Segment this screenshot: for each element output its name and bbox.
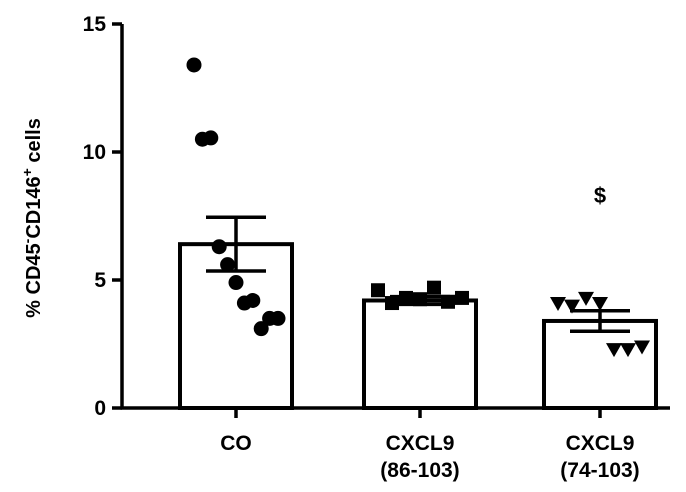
data-point <box>592 297 608 312</box>
data-point <box>634 340 650 355</box>
x-tick-label: CXCL9 <box>566 432 635 455</box>
bar <box>542 318 658 410</box>
data-point <box>270 310 286 326</box>
x-tick-label: (86-103) <box>380 459 459 482</box>
data-point <box>371 283 385 298</box>
data-point <box>441 294 455 309</box>
x-tick-label: (74-103) <box>560 459 639 482</box>
data-point <box>399 290 413 305</box>
data-points <box>186 57 650 358</box>
bars <box>178 242 658 411</box>
labels: CO CXCL9 (86-103) CXCL9 (74-103) $ <box>220 183 639 482</box>
y-tick-label: 15 <box>83 13 107 36</box>
data-point <box>564 299 580 314</box>
data-point <box>427 280 441 295</box>
data-point <box>220 257 236 273</box>
x-tick-label: CO <box>220 432 252 455</box>
significance-marker: $ <box>594 183 606 208</box>
data-point <box>228 275 244 291</box>
y-tick-label: 10 <box>83 141 106 164</box>
data-point <box>606 343 622 358</box>
data-point <box>550 297 566 312</box>
data-point <box>413 292 427 307</box>
data-point <box>455 290 469 305</box>
y-tick-label: 5 <box>94 269 106 292</box>
data-point <box>578 291 594 306</box>
y-tick-label: 0 <box>94 397 106 420</box>
data-point <box>620 343 636 358</box>
y-axis-label: % CD45-CD146+ cells <box>19 118 45 318</box>
data-point <box>245 292 261 308</box>
x-tick-label: CXCL9 <box>386 432 455 455</box>
data-point <box>186 57 202 73</box>
data-point <box>385 296 399 311</box>
data-point <box>203 130 219 146</box>
data-point <box>211 239 227 255</box>
data-point <box>253 321 269 337</box>
bar <box>362 298 478 411</box>
